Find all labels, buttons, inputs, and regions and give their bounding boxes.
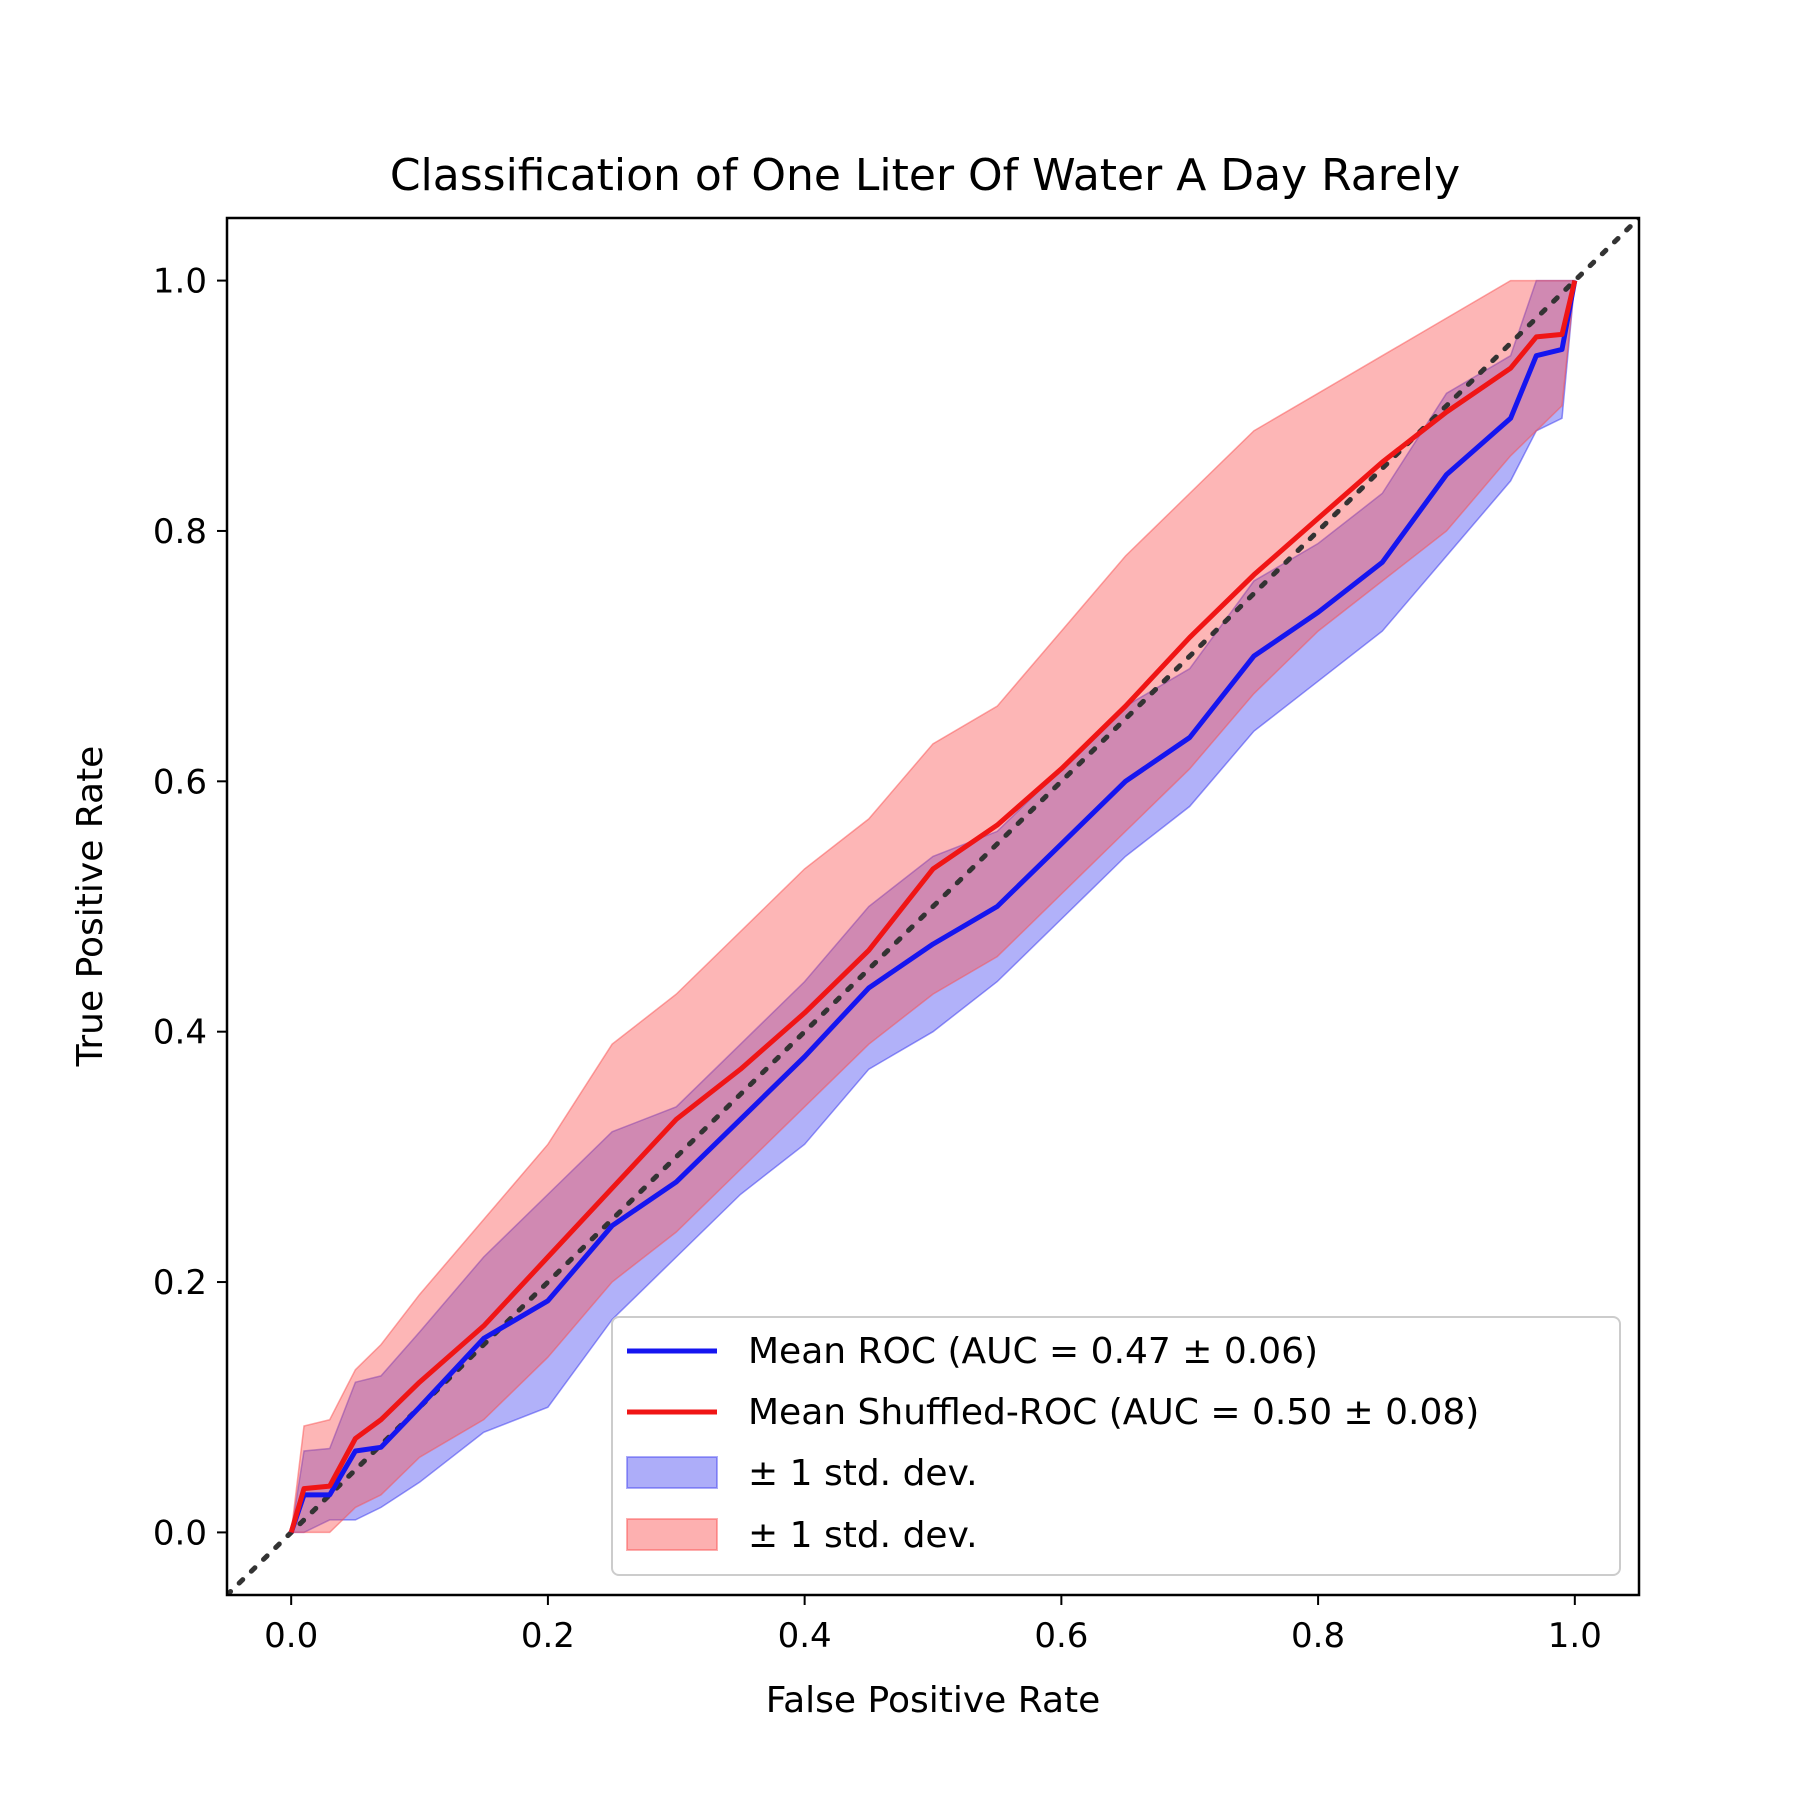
legend-swatch-red-band — [626, 1518, 718, 1551]
x-tick-label: 0.2 — [521, 1616, 575, 1656]
y-tick-label: 0.0 — [153, 1513, 207, 1553]
x-tick-label: 0.8 — [1291, 1616, 1345, 1656]
x-tick-label: 0.6 — [1034, 1616, 1088, 1656]
y-tick-label: 0.2 — [153, 1263, 207, 1303]
y-tick-label: 0.4 — [153, 1013, 207, 1053]
legend: Mean ROC (AUC = 0.47 ± 0.06) Mean Shuffl… — [611, 1316, 1621, 1576]
y-tick-label: 1.0 — [153, 262, 207, 302]
legend-label-blue-band: ± 1 std. dev. — [748, 1453, 978, 1494]
y-tick-label: 0.6 — [153, 762, 207, 802]
chance-diagonal-line — [227, 218, 1639, 1595]
legend-swatch-blue-band — [626, 1456, 718, 1489]
mean-roc-line — [288, 280, 1578, 1534]
x-tick-label: 0.0 — [264, 1616, 318, 1656]
chart-title: Classification of One Liter Of Water A D… — [390, 150, 1460, 201]
legend-label-mean-shuffled-roc: Mean Shuffled-ROC (AUC = 0.50 ± 0.08) — [748, 1392, 1479, 1433]
y-axis-label: True Positive Rate — [70, 746, 111, 1068]
mean-shuffled-roc-line — [288, 280, 1578, 1534]
x-axis-label: False Positive Rate — [766, 1680, 1101, 1721]
legend-label-mean-roc: Mean ROC (AUC = 0.47 ± 0.06) — [748, 1331, 1318, 1372]
plot-frame — [225, 216, 1641, 1597]
x-tick-label: 1.0 — [1548, 1616, 1602, 1656]
y-tick-label: 0.8 — [153, 512, 207, 552]
legend-box — [611, 1316, 1621, 1576]
x-tick-label: 0.4 — [778, 1616, 832, 1656]
legend-label-red-band: ± 1 std. dev. — [748, 1515, 978, 1556]
